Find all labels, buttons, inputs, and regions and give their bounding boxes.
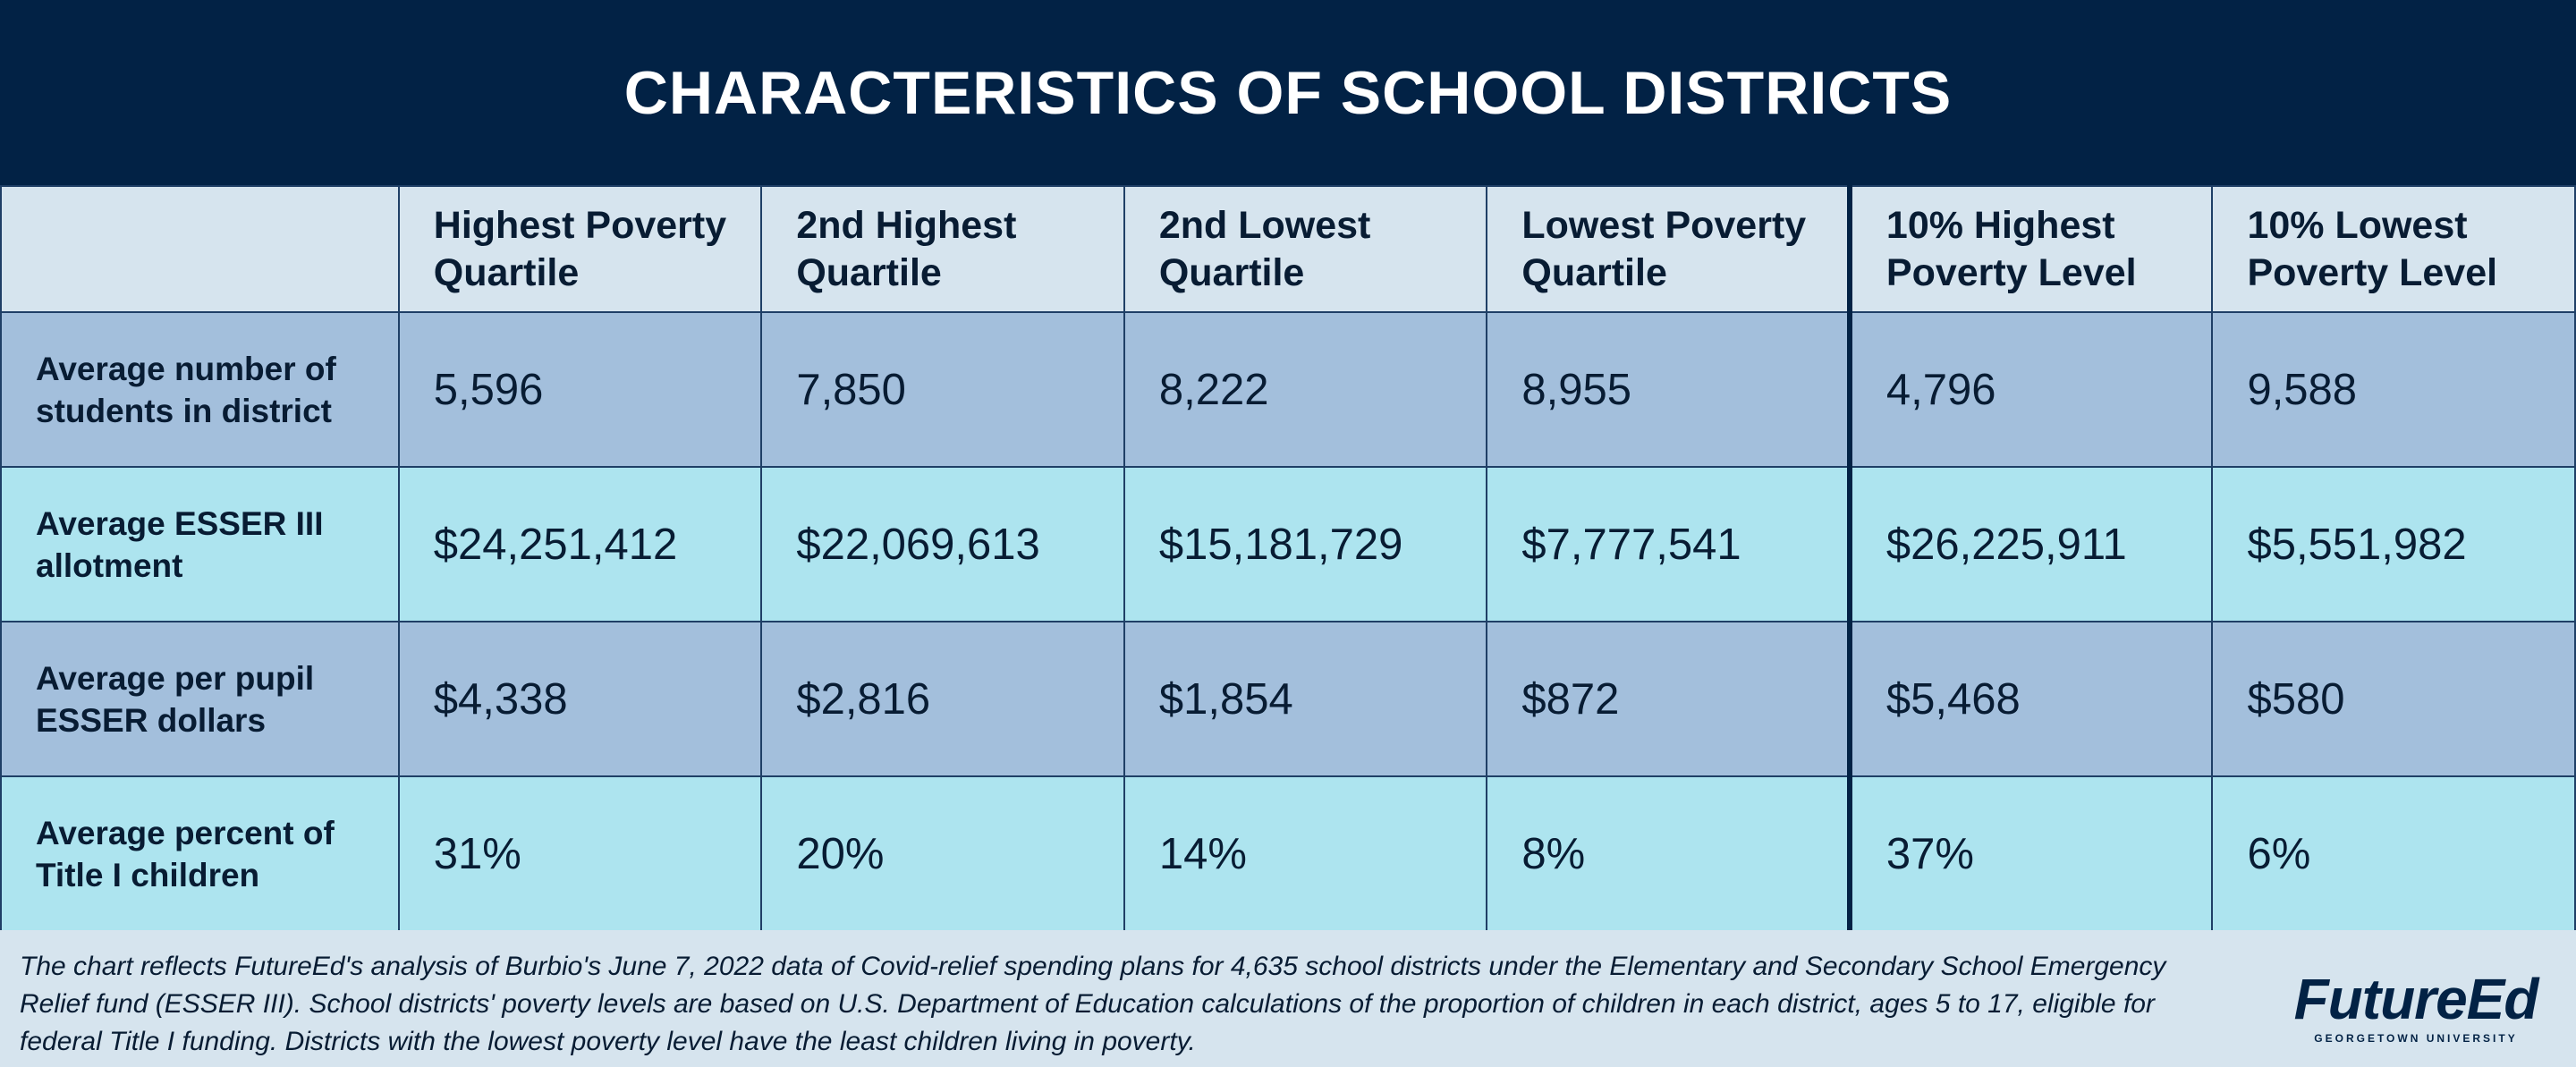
table-cell: 8,955 [1486,311,1852,468]
table-cell: $872 [1486,621,1852,777]
table-cell: 7,850 [760,311,1125,468]
table-cell: $5,551,982 [2211,466,2576,622]
column-header: Lowest Poverty Quartile [1486,185,1852,313]
table-cell: 37% [1848,775,2214,932]
row-label: Average ESSER III allotment [0,466,400,622]
district-table: Highest Poverty Quartile 2nd Highest Qua… [0,185,2576,932]
table-cell: 4,796 [1848,311,2214,468]
column-header: 10% Lowest Poverty Level [2211,185,2576,313]
table-cell: $5,468 [1848,621,2214,777]
row-label: Average percent of Title I children [0,775,400,932]
title-bar: CHARACTERISTICS OF SCHOOL DISTRICTS [0,0,2576,185]
logo-subtitle: GEORGETOWN UNIVERSITY [2314,1032,2518,1045]
table-cell: $4,338 [397,621,763,777]
table-cell: $15,181,729 [1123,466,1488,622]
column-header: 2nd Lowest Quartile [1123,185,1488,313]
table-cell: 8% [1486,775,1852,932]
table-cell: $2,816 [760,621,1125,777]
table-row: Average ESSER III allotment $24,251,412 … [0,466,2576,622]
table-cell: $26,225,911 [1848,466,2214,622]
table-cell: 6% [2211,775,2576,932]
footnote: The chart reflects FutureEd's analysis o… [20,952,2166,1056]
table-cell: 14% [1123,775,1488,932]
table-cell: 9,588 [2211,311,2576,468]
table-cell: 20% [760,775,1125,932]
table-cell: $580 [2211,621,2576,777]
row-label: Average per pupil ESSER dollars [0,621,400,777]
table-cell: $7,777,541 [1486,466,1852,622]
table-cell: $24,251,412 [397,466,763,622]
futureed-logo: FutureEd GEORGETOWN UNIVERSITY [2286,970,2546,1045]
table-cell: 8,222 [1123,311,1488,468]
column-header: 10% Highest Poverty Level [1848,185,2214,313]
table-row: Average percent of Title I children 31% … [0,775,2576,932]
logo-name: FutureEd [2293,967,2539,1031]
table-row: Average number of students in district 5… [0,311,2576,468]
table-cell: 5,596 [397,311,763,468]
column-header: Highest Poverty Quartile [397,185,763,313]
table-cell: 31% [397,775,763,932]
column-header: 2nd Highest Quartile [760,185,1125,313]
table-cell: $22,069,613 [760,466,1125,622]
table-cell: $1,854 [1123,621,1488,777]
row-label: Average number of students in district [0,311,400,468]
table-row: Average per pupil ESSER dollars $4,338 $… [0,621,2576,777]
table-corner-cell [0,185,400,313]
page-title: CHARACTERISTICS OF SCHOOL DISTRICTS [623,58,1953,127]
table-header-row: Highest Poverty Quartile 2nd Highest Qua… [0,185,2576,313]
footer: The chart reflects FutureEd's analysis o… [0,930,2576,1067]
